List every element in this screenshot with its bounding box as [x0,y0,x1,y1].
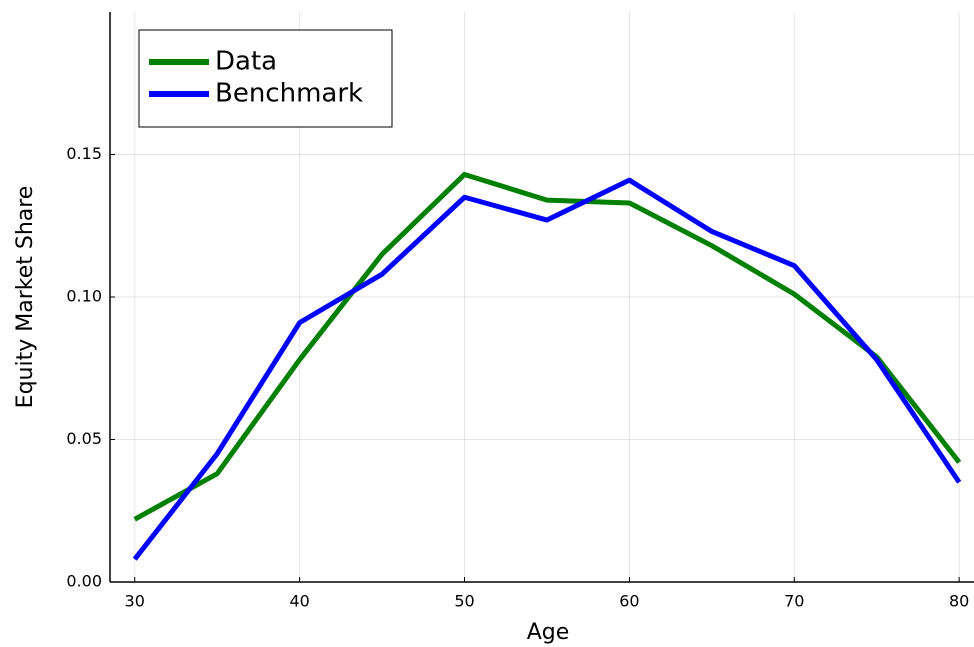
y-tick-label: 0.05 [66,429,102,448]
series-line [133,171,962,522]
x-tick-label: 60 [619,592,639,611]
x-axis-label: Age [527,620,570,645]
x-tick-label: 30 [125,592,145,611]
y-tick-label: 0.15 [66,144,102,163]
series-line [132,177,962,561]
legend-box [138,29,393,128]
y-axis-label: Equity Market Share [13,186,38,409]
x-tick-label: 50 [454,592,474,611]
x-tick-label: 80 [949,592,969,611]
y-tick-label: 0.00 [66,572,102,591]
legend-label: Data [215,47,277,77]
x-tick-label: 40 [289,592,309,611]
x-tick-label: 70 [784,592,804,611]
y-tick-label: 0.10 [66,287,102,306]
legend-label: Benchmark [215,79,363,109]
